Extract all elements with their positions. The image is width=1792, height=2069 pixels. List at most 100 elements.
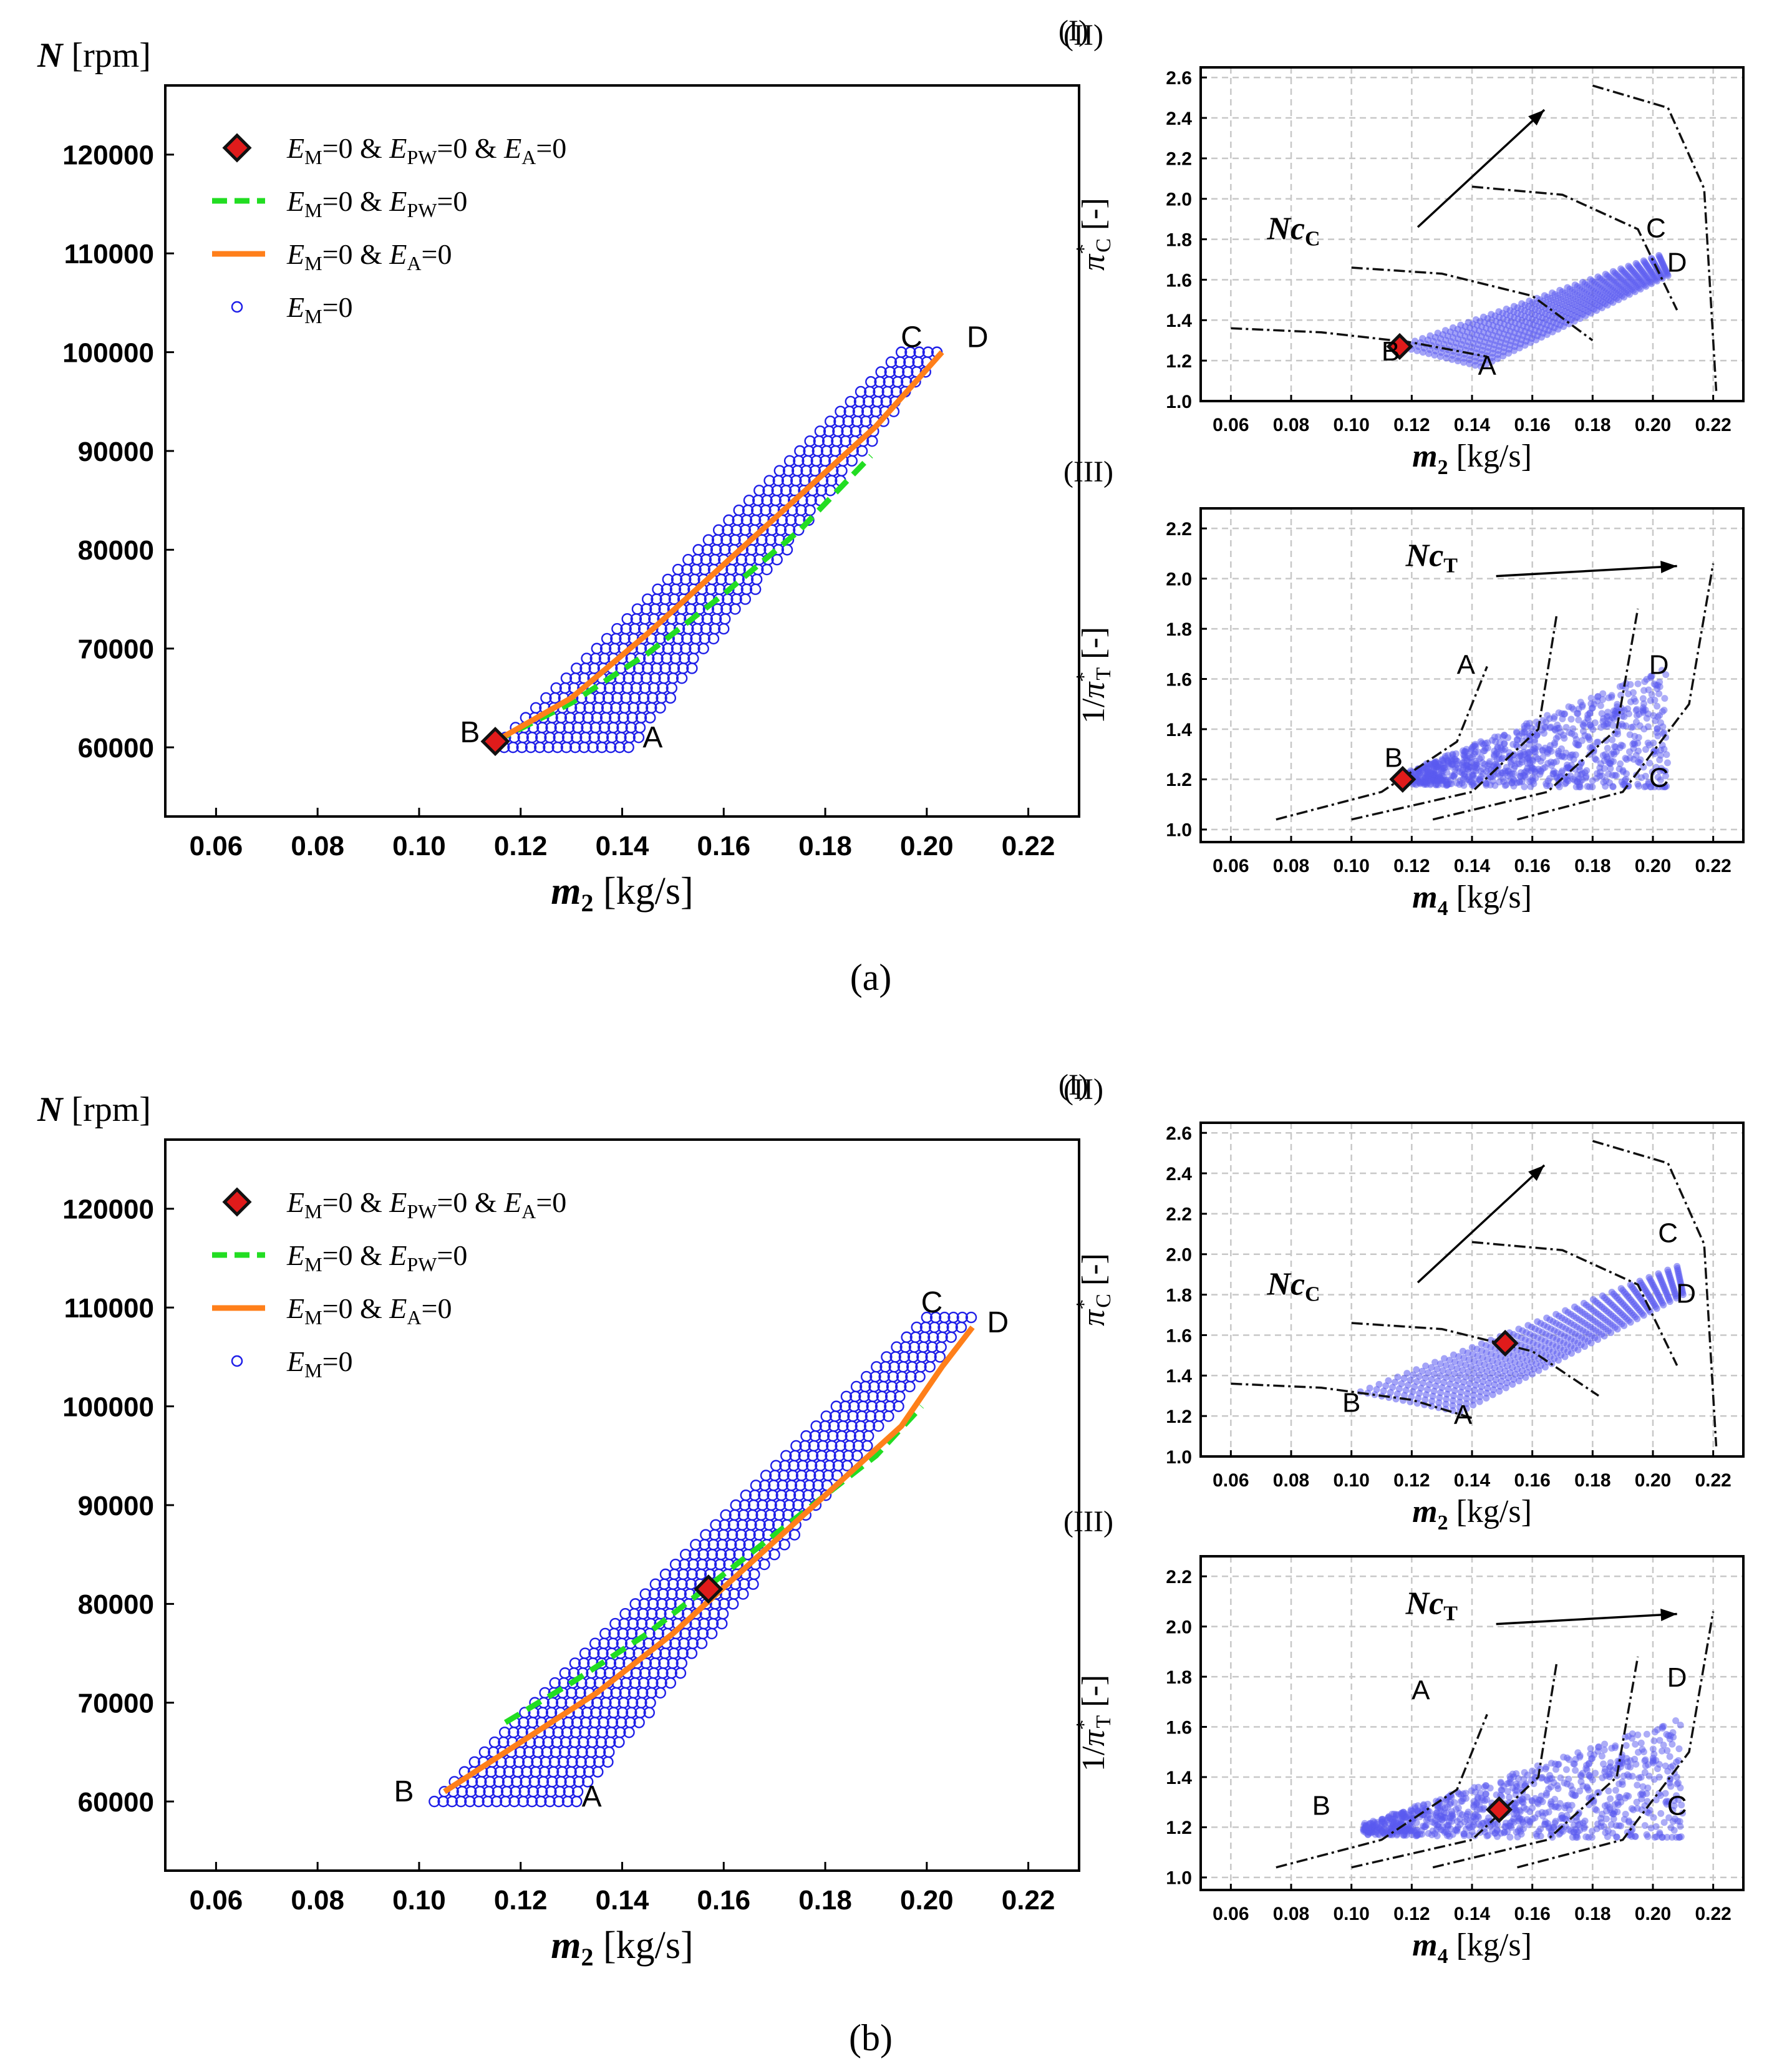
cloud-point: [1616, 683, 1624, 690]
cloud-point: [1537, 757, 1544, 765]
cloud-point: [1642, 772, 1649, 780]
point-label-c: C: [1649, 763, 1669, 793]
cloud-point: [1436, 1372, 1444, 1380]
cloud-point: [1554, 1761, 1562, 1768]
cloud-point: [1411, 1383, 1418, 1390]
x-tick-label: 0.06: [1213, 856, 1249, 876]
cloud-point: [1448, 1375, 1456, 1383]
cloud-point: [1403, 1370, 1411, 1377]
plot-frame: [164, 1138, 1080, 1872]
em0-point: [429, 1795, 440, 1808]
cloud-point: [1631, 732, 1639, 740]
y-tick-label: 2.2: [1166, 519, 1192, 540]
em0-point: [702, 534, 715, 546]
em0-point: [956, 1311, 969, 1324]
cloud-point: [1514, 1775, 1522, 1782]
cloud-point: [1439, 1367, 1446, 1374]
cloud-point: [1554, 1785, 1562, 1793]
cloud-point: [1645, 780, 1652, 788]
cloud-point: [1609, 722, 1617, 729]
x-tick-label: 0.18: [798, 1885, 852, 1916]
cloud-point: [1478, 753, 1485, 761]
cloud-point: [1538, 1809, 1546, 1816]
cloud-point: [1655, 252, 1663, 259]
cloud-point: [1468, 744, 1476, 751]
cloud-point: [1632, 707, 1640, 714]
cloud-point: [1436, 1360, 1444, 1367]
cloud-point: [1514, 736, 1521, 744]
cloud-point: [1473, 764, 1480, 772]
em0-point: [845, 395, 856, 408]
em0-point: [519, 1707, 531, 1718]
cloud-point: [1466, 754, 1474, 762]
cloud-point: [1531, 738, 1538, 745]
cloud-points: [1396, 252, 1672, 371]
cloud-point: [1518, 300, 1526, 308]
cloud-point: [1481, 1797, 1488, 1805]
cloud-point: [1509, 740, 1517, 748]
cloud-point: [1647, 697, 1654, 704]
cloud-point: [1614, 1799, 1621, 1806]
cloud-point: [1465, 1368, 1472, 1375]
y-tick-label: 2.0: [1166, 190, 1192, 210]
cloud-point: [1449, 1815, 1456, 1822]
cloud-point: [1608, 1810, 1615, 1817]
y-tick-label: 2.4: [1166, 1164, 1192, 1185]
point-label-c: C: [921, 1286, 943, 1319]
cloud-point: [1661, 695, 1668, 702]
x-tick-label: 0.22: [1695, 1904, 1731, 1924]
cloud-point: [1595, 1743, 1602, 1751]
em0-point: [770, 1460, 782, 1471]
legend-optimum-marker: [222, 1187, 252, 1217]
cloud-point: [1468, 1344, 1476, 1351]
cloud-point: [1644, 1833, 1652, 1840]
cloud-point: [1609, 1829, 1617, 1837]
cloud-point: [1460, 1830, 1468, 1838]
cloud-point: [1612, 1786, 1619, 1794]
em0-point: [599, 1627, 611, 1640]
x-tick-label: 0.06: [1213, 1904, 1249, 1924]
cloud-point: [1598, 710, 1606, 717]
cloud-point: [1531, 745, 1539, 752]
cloud-point: [1513, 1783, 1520, 1790]
cloud-point: [1582, 774, 1590, 782]
cloud-point: [1435, 1404, 1442, 1412]
cloud-point: [1547, 758, 1554, 766]
cloud-point: [1632, 259, 1640, 267]
cloud-point: [1395, 1385, 1403, 1393]
cloud-point: [1518, 752, 1526, 760]
cloud-point: [1677, 1722, 1684, 1729]
em0-point: [885, 356, 898, 368]
em0-point: [571, 662, 583, 674]
em0-point: [669, 1558, 682, 1571]
cloud-point: [1526, 749, 1534, 756]
em0-point: [913, 346, 925, 358]
cloud-point: [1426, 332, 1434, 339]
cloud-point: [1533, 719, 1540, 726]
em0-point: [609, 1617, 621, 1630]
cloud-point: [1483, 780, 1490, 787]
cloud-point: [1484, 739, 1491, 747]
cloud-point: [1433, 1365, 1441, 1373]
y-tick-label: 1.6: [1166, 1325, 1192, 1346]
cloud-point: [1526, 298, 1533, 304]
cloud-point: [1441, 1355, 1448, 1362]
optimum-marker: [1386, 332, 1413, 360]
cloud-point: [1456, 1810, 1463, 1817]
x-tick-label: 0.20: [1635, 856, 1671, 876]
em0-point: [730, 1499, 742, 1511]
cloud-point: [1504, 1788, 1511, 1795]
cloud-point: [1425, 1369, 1432, 1377]
cloud-point: [1659, 1747, 1666, 1755]
speed-line: [1231, 327, 1488, 358]
plot-frame: [1199, 1122, 1745, 1458]
y-tick-label: 1.8: [1166, 230, 1192, 250]
cloud-point: [1573, 1831, 1581, 1839]
cloud-point: [1454, 1377, 1461, 1384]
em0-point: [488, 1736, 501, 1748]
cloud-point: [1640, 706, 1647, 714]
cloud-point: [1633, 712, 1640, 719]
point-label-d: D: [1649, 649, 1669, 680]
em0-point: [763, 475, 775, 487]
em0-point: [560, 672, 573, 684]
